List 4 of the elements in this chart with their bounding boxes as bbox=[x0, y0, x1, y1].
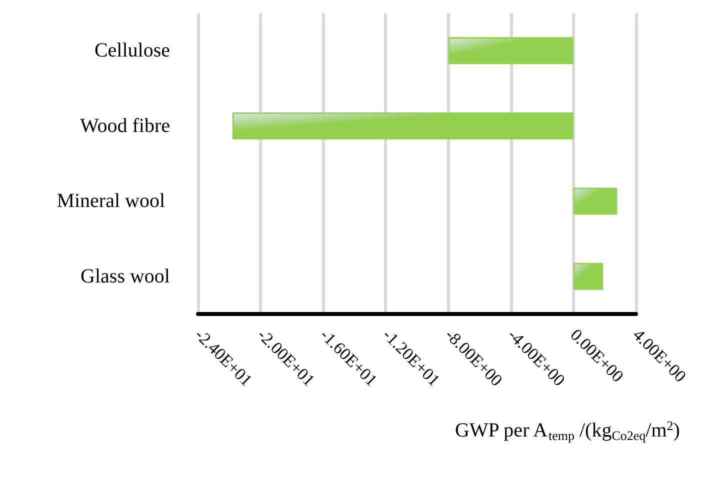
y-tick-label: Glass wool bbox=[80, 265, 170, 288]
y-tick-label: Mineral wool bbox=[56, 190, 170, 212]
y-tick-label: Wood fibre bbox=[80, 114, 170, 137]
y-tick-label: Cellulose bbox=[94, 40, 170, 62]
